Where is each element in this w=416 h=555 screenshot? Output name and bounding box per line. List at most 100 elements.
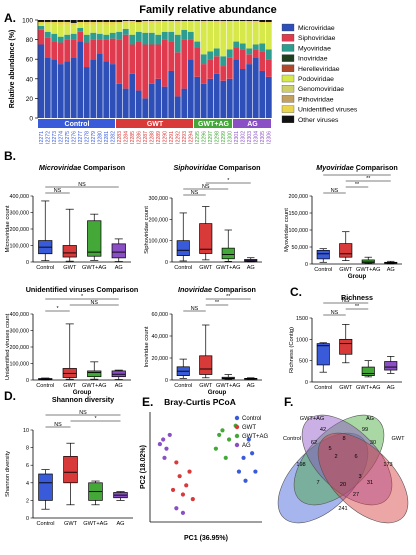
bar-segment [116, 21, 123, 24]
abundance-legend: Microviridae Siphoviridae Myoviridae Inovir… [281, 23, 358, 124]
bar-segment [155, 44, 162, 79]
bar-segment [70, 22, 77, 26]
sample-tick-label: I2277 [78, 131, 84, 144]
bar-segment [90, 21, 97, 25]
x-tick-label: AG [115, 265, 123, 271]
bar-segment [96, 33, 103, 40]
chart-title-rest: Richness [341, 293, 373, 302]
sample-tick-label: I2283 [117, 131, 123, 144]
bar-segment [96, 39, 103, 54]
venn-set [293, 414, 385, 506]
bar-segment [187, 21, 194, 32]
bar-segment [246, 22, 253, 49]
box [339, 243, 353, 258]
bar-segment [109, 24, 116, 33]
legend-label: Microviridae [298, 25, 335, 32]
bar-segment [103, 39, 110, 62]
data-point [241, 455, 246, 460]
y-tick-label: 200,000 [149, 217, 169, 223]
group-band [38, 119, 115, 128]
bar-segment [239, 20, 246, 22]
y-tick-label: 300,000 [149, 196, 169, 202]
bar-segment [187, 20, 194, 22]
x-axis-label: PC1 (36.95%) [184, 535, 228, 542]
unidentified-boxplot: Unidentified viruses Comparison 0 100,000 2… [5, 285, 138, 396]
significance-label: * [94, 416, 97, 422]
x-tick-label: GWT+AG [82, 265, 106, 271]
x-tick-label: Control [174, 265, 192, 271]
x-tick-label: Control [314, 385, 332, 391]
sample-tick-label: I2297 [208, 131, 214, 144]
group-band [194, 119, 232, 128]
bar-segment [148, 44, 155, 84]
bar-segment [220, 22, 227, 57]
data-point [250, 451, 255, 456]
bar-segment [168, 31, 175, 42]
significance-label: ** [215, 300, 220, 306]
chart-title-rest: Unidentified viruses Comparison [26, 285, 139, 294]
bar-segment [129, 22, 136, 35]
venn-count: 30 [370, 440, 376, 446]
panel-label: E. [142, 395, 153, 409]
bar-segment [142, 32, 149, 45]
data-point [253, 469, 258, 474]
y-tick-label: 400,000 [10, 312, 30, 318]
data-point [184, 483, 189, 488]
x-tick-label: GWT+AG [216, 383, 240, 389]
data-point [180, 510, 186, 515]
y-tick-label: 20 [26, 96, 34, 103]
bar-segment [161, 20, 168, 22]
bar-segment [252, 20, 259, 23]
bar-segment [77, 27, 84, 32]
bar-segment [213, 22, 220, 49]
sample-tick-label: I2284 [123, 131, 129, 144]
bar-segment [239, 43, 246, 50]
significance-label: NS [79, 410, 87, 416]
bar-segment [64, 39, 71, 62]
sample-tick-label: I2289 [156, 131, 162, 144]
bar-segment [239, 20, 246, 21]
bar-segment [122, 88, 129, 118]
sample-tick-label: I2304 [253, 131, 259, 144]
bar-segment [246, 20, 253, 21]
box [316, 250, 330, 260]
legend-label: Unidentified viruses [298, 107, 358, 114]
bar-segment [252, 20, 259, 21]
venn-count: 8 [342, 436, 345, 442]
group-band-label: GWT [147, 121, 164, 128]
y-tick-label: 0 [26, 516, 29, 522]
bar-segment [44, 21, 51, 24]
bar-segment [181, 39, 188, 89]
bar-segment [239, 69, 246, 118]
y-tick-label: 0 [26, 378, 29, 384]
x-tick-label: GWT+AG [216, 265, 240, 271]
significance-label: ** [366, 176, 371, 182]
bar-segment [174, 20, 181, 21]
inoviridae-boxplot: Inoviridae Comparison 0 20,000 40,000 60,000… [144, 285, 262, 396]
bar-segment [83, 42, 90, 68]
venn-count: 7 [316, 480, 319, 486]
bar-segment [38, 29, 45, 45]
bar-segment [174, 34, 181, 53]
bar-segment [38, 21, 45, 24]
sample-tick-label: I2286 [136, 131, 142, 144]
legend-marker [234, 424, 240, 430]
bar-segment [259, 23, 266, 44]
bar-segment [103, 34, 110, 40]
bar-segment [168, 20, 175, 21]
bar-segment [161, 31, 168, 40]
bar-segment [226, 21, 233, 50]
bar-segment [64, 20, 71, 22]
bar-segment [148, 20, 155, 21]
y-tick-label: 150,000 [289, 211, 309, 217]
bar-segment [155, 20, 162, 23]
chart-title-rest: Comparison [81, 163, 125, 172]
panel-label: D. [4, 389, 16, 403]
bar-segment [135, 21, 142, 24]
chart-title-rest: Shannon diversity [52, 395, 114, 404]
x-tick-label: GWT [64, 521, 78, 527]
bar-segment [96, 53, 103, 118]
bar-segment [200, 22, 207, 55]
data-point [226, 437, 232, 442]
x-tick-label: GWT+AG [82, 383, 106, 389]
